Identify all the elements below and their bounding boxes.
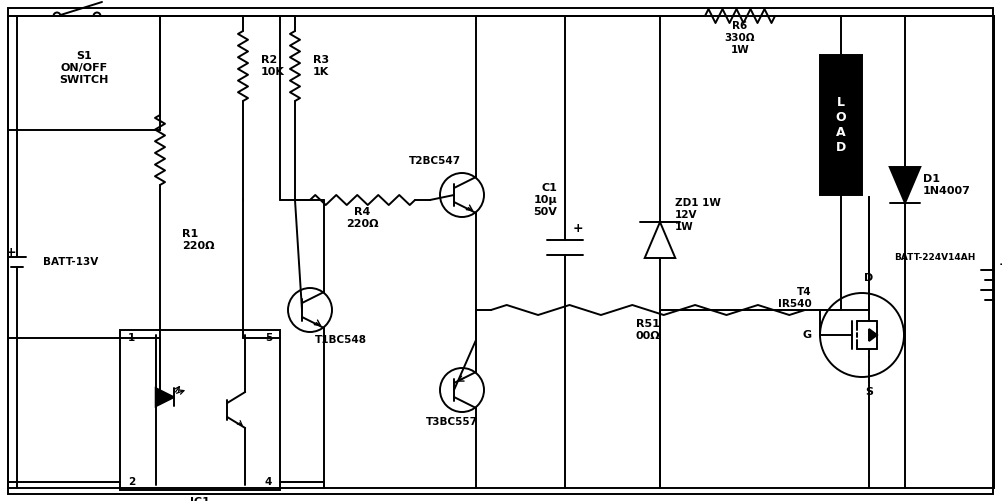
Text: R1
220Ω: R1 220Ω [182,229,214,251]
Text: T3BC557: T3BC557 [426,417,478,427]
Text: R2
10K: R2 10K [261,55,285,77]
Text: +: + [573,221,583,234]
Text: +: + [6,245,17,259]
Text: T1BC548: T1BC548 [315,335,367,345]
Text: 1: 1 [128,333,135,343]
Text: G: G [803,330,812,340]
Text: D: D [865,273,874,283]
Polygon shape [155,388,174,406]
Polygon shape [890,167,920,203]
Text: BATT-13V: BATT-13V [43,257,98,267]
Text: 4: 4 [265,477,272,487]
Text: 2: 2 [128,477,135,487]
Polygon shape [869,329,877,341]
Text: IC1
MCT2E: IC1 MCT2E [179,497,221,501]
Polygon shape [644,222,675,258]
Text: R3
1K: R3 1K [313,55,330,77]
Text: R4
220Ω: R4 220Ω [347,207,379,229]
Text: ZD1 1W
12V
1W: ZD1 1W 12V 1W [675,198,720,231]
Bar [820,55,862,195]
Text: +: + [999,259,1002,272]
Text: S: S [865,387,873,397]
Text: T4
IR540: T4 IR540 [779,287,812,309]
Text: L
O
A
D: L O A D [836,96,847,154]
Text: R51
00Ω: R51 00Ω [635,319,660,341]
Text: C1
10μ
50V: C1 10μ 50V [533,183,557,216]
Text: R6
330Ω
1W: R6 330Ω 1W [724,22,756,55]
Text: T2BC547: T2BC547 [409,156,461,166]
Bar [120,330,280,490]
Bar [8,16,160,130]
Text: 5: 5 [265,333,272,343]
Text: BATT-224V14AH: BATT-224V14AH [895,254,976,263]
Text: S1
ON/OFF
SWITCH: S1 ON/OFF SWITCH [59,52,108,85]
Text: D1
1N4007: D1 1N4007 [923,174,971,196]
